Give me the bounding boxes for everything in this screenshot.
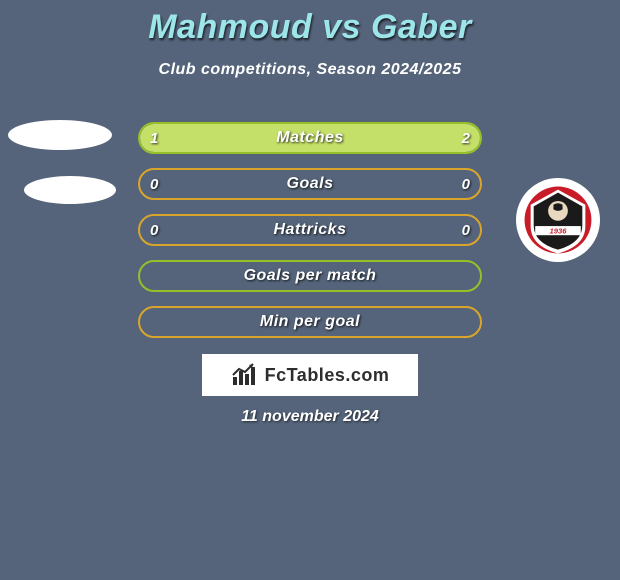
stat-row: Matches1 2 bbox=[138, 122, 482, 154]
player-left-blob-1 bbox=[8, 120, 112, 150]
stat-value-left: 0 bbox=[150, 216, 158, 244]
club-badge: 1936 bbox=[516, 178, 600, 262]
stat-label: Hattricks bbox=[140, 216, 480, 244]
stat-label: Goals per match bbox=[140, 262, 480, 290]
branding-box: FcTables.com bbox=[202, 354, 418, 396]
player-left-blob-2 bbox=[24, 176, 116, 204]
comparison-bars: Matches12Goals00Hattricks00Goals per mat… bbox=[138, 122, 482, 352]
stat-value-left: 1 bbox=[150, 124, 158, 152]
stat-label: Min per goal bbox=[140, 308, 480, 336]
svg-text:1936: 1936 bbox=[550, 227, 568, 236]
subtitle: Club competitions, Season 2024/2025 bbox=[0, 61, 620, 79]
stat-value-right: 2 bbox=[462, 124, 470, 152]
stat-value-left: 0 bbox=[150, 170, 158, 198]
branding-text: FcTables.com bbox=[265, 365, 390, 386]
stat-label: Matches bbox=[140, 124, 480, 152]
branding-chart-icon bbox=[231, 361, 259, 389]
stat-label: Goals bbox=[140, 170, 480, 198]
stat-value-right: 0 bbox=[462, 170, 470, 198]
stat-row: Goals0 0 bbox=[138, 168, 482, 200]
stat-value-right: 0 bbox=[462, 216, 470, 244]
club-badge-icon: 1936 bbox=[520, 182, 596, 258]
stat-row: Min per goal bbox=[138, 306, 482, 338]
stat-row: Hattricks0 0 bbox=[138, 214, 482, 246]
generated-date: 11 november 2024 bbox=[0, 408, 620, 426]
page-title: Mahmoud vs Gaber bbox=[0, 0, 620, 47]
stat-row: Goals per match bbox=[138, 260, 482, 292]
